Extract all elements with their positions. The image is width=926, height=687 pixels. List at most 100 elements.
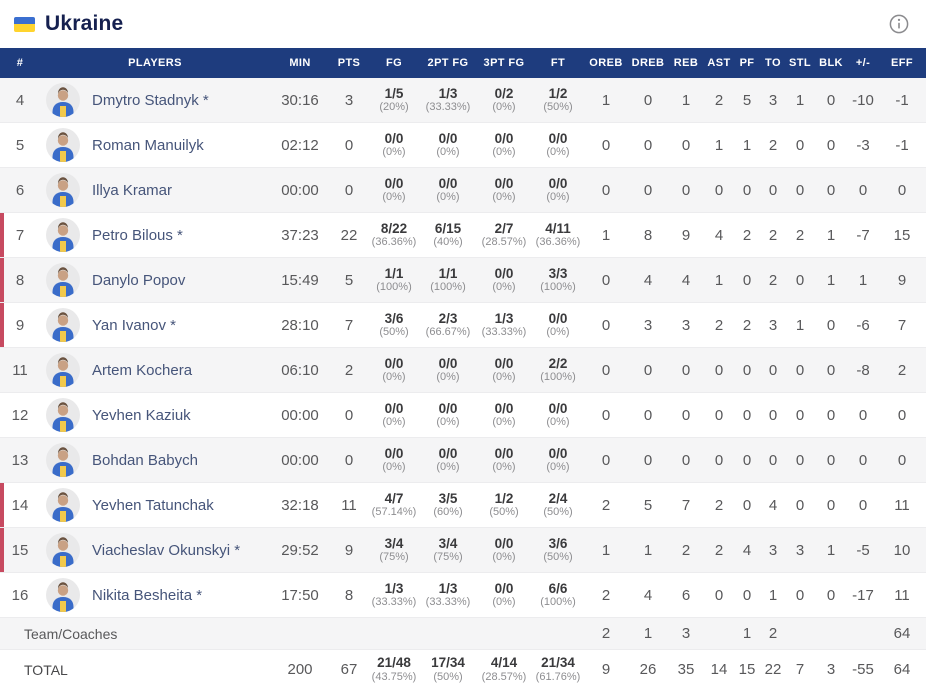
team-eff: 64 [893,625,911,642]
stat-min: 28:10 [281,316,319,334]
stat-pts: 0 [344,181,354,199]
stat-stl: 0 [795,136,805,154]
stat-dreb: 0 [643,361,653,379]
player-name[interactable]: Bohdan Babych [92,451,198,469]
player-avatar[interactable] [46,128,80,162]
stat-blk: 0 [826,586,836,604]
player-row: 5 Roman Manuilyk 02:12 0 0/0 (0%) 0/0 (0%)… [0,123,926,168]
stat-ft: 3/6 (50%) [543,535,573,564]
stat-stl: 0 [795,496,805,514]
column-header-stl: STL [789,57,811,69]
stat-ast: 0 [714,406,724,424]
player-cell: Illya Kramar [40,173,270,207]
stat-min: 17:50 [281,586,319,604]
stat-plusminus: -7 [856,226,870,244]
stat-oreb: 0 [601,271,611,289]
team-oreb: 2 [601,625,611,642]
player-cell: Viacheslav Okunskyi * [40,533,270,567]
column-header-number: # [16,57,24,69]
stat-stl: 0 [795,271,805,289]
player-number: 6 [15,181,25,199]
stat-min: 37:23 [281,226,319,244]
stat-eff: 11 [894,496,910,514]
stat-fg: 1/5 (20%) [379,85,409,114]
column-header-min: MIN [289,57,311,69]
info-icon[interactable] [888,13,910,35]
player-avatar[interactable] [46,83,80,117]
player-avatar[interactable] [46,488,80,522]
stat-blk: 0 [826,361,836,379]
stat-reb: 6 [681,586,691,604]
player-name[interactable]: Petro Bilous * [92,226,183,244]
stat-to: 2 [768,271,778,289]
stat-2ptfg: 1/3 (33.33%) [425,580,471,609]
player-number: 8 [15,271,25,289]
stat-eff: 11 [894,586,910,604]
player-name[interactable]: Yan Ivanov * [92,316,176,334]
stat-2ptfg: 2/3 (66.67%) [425,310,471,339]
stat-to: 2 [768,136,778,154]
player-avatar[interactable] [46,173,80,207]
stat-reb: 0 [681,361,691,379]
player-avatar[interactable] [46,398,80,432]
team-dreb: 1 [643,625,653,642]
stat-fg: 4/7 (57.14%) [371,490,417,519]
player-row: 7 Petro Bilous * 37:23 22 8/22 (36.36%) 6… [0,213,926,258]
player-avatar[interactable] [46,218,80,252]
player-avatar[interactable] [46,578,80,612]
stat-2ptfg: 6/15 (40%) [433,220,463,249]
player-avatar[interactable] [46,263,80,297]
stat-fg: 8/22 (36.36%) [371,220,417,249]
total-blk: 3 [826,661,836,678]
stat-eff: 9 [897,271,907,289]
stat-stl: 0 [795,361,805,379]
player-avatar[interactable] [46,443,80,477]
stat-pf: 0 [742,496,752,514]
player-cell: Yan Ivanov * [40,308,270,342]
total-stl: 7 [795,661,805,678]
stat-ft: 0/0 (0%) [546,130,570,159]
player-name[interactable]: Danylo Popov [92,271,186,289]
player-cell: Bohdan Babych [40,443,270,477]
stat-to: 0 [768,361,778,379]
stat-pf: 2 [742,226,752,244]
player-avatar[interactable] [46,353,80,387]
stat-pts: 3 [344,91,354,109]
player-name[interactable]: Yevhen Tatunchak [92,496,214,514]
player-name[interactable]: Nikita Besheita * [92,586,203,604]
player-name[interactable]: Illya Kramar [92,181,173,199]
stat-pf: 5 [742,91,752,109]
total-2ptfg: 17/34 (50%) [431,655,465,683]
stat-to: 2 [768,226,778,244]
stat-2ptfg: 0/0 (0%) [436,130,460,159]
player-name[interactable]: Artem Kochera [92,361,193,379]
player-name[interactable]: Yevhen Kaziuk [92,406,191,424]
player-name[interactable]: Viacheslav Okunskyi * [92,541,241,559]
player-name[interactable]: Roman Manuilyk [92,136,204,154]
player-avatar[interactable] [46,308,80,342]
team-coaches-label: Team/Coaches [24,625,118,642]
stat-stl: 0 [795,451,805,469]
player-row: 6 Illya Kramar 00:00 0 0/0 (0%) 0/0 (0%) 0… [0,168,926,213]
stat-plusminus: 0 [858,406,868,424]
stat-dreb: 0 [643,91,653,109]
player-avatar[interactable] [46,533,80,567]
player-number: 7 [15,226,25,244]
total-min: 200 [287,661,313,678]
stat-ft: 0/0 (0%) [546,445,570,474]
stat-to: 1 [768,586,778,604]
stat-blk: 0 [826,406,836,424]
player-name[interactable]: Dmytro Stadnyk * [92,91,209,109]
total-pf: 15 [738,661,756,678]
stat-2ptfg: 3/5 (60%) [433,490,463,519]
stat-dreb: 5 [643,496,653,514]
stat-pts: 0 [344,406,354,424]
stat-ft: 2/2 (100%) [540,355,576,384]
total-reb: 35 [677,661,695,678]
team-header-bar: Ukraine [0,0,926,48]
stat-fg: 1/3 (33.33%) [371,580,417,609]
stat-pts: 22 [340,226,358,244]
stat-ft: 6/6 (100%) [540,580,576,609]
column-header-ft: FT [550,57,566,69]
stat-min: 29:52 [281,541,319,559]
